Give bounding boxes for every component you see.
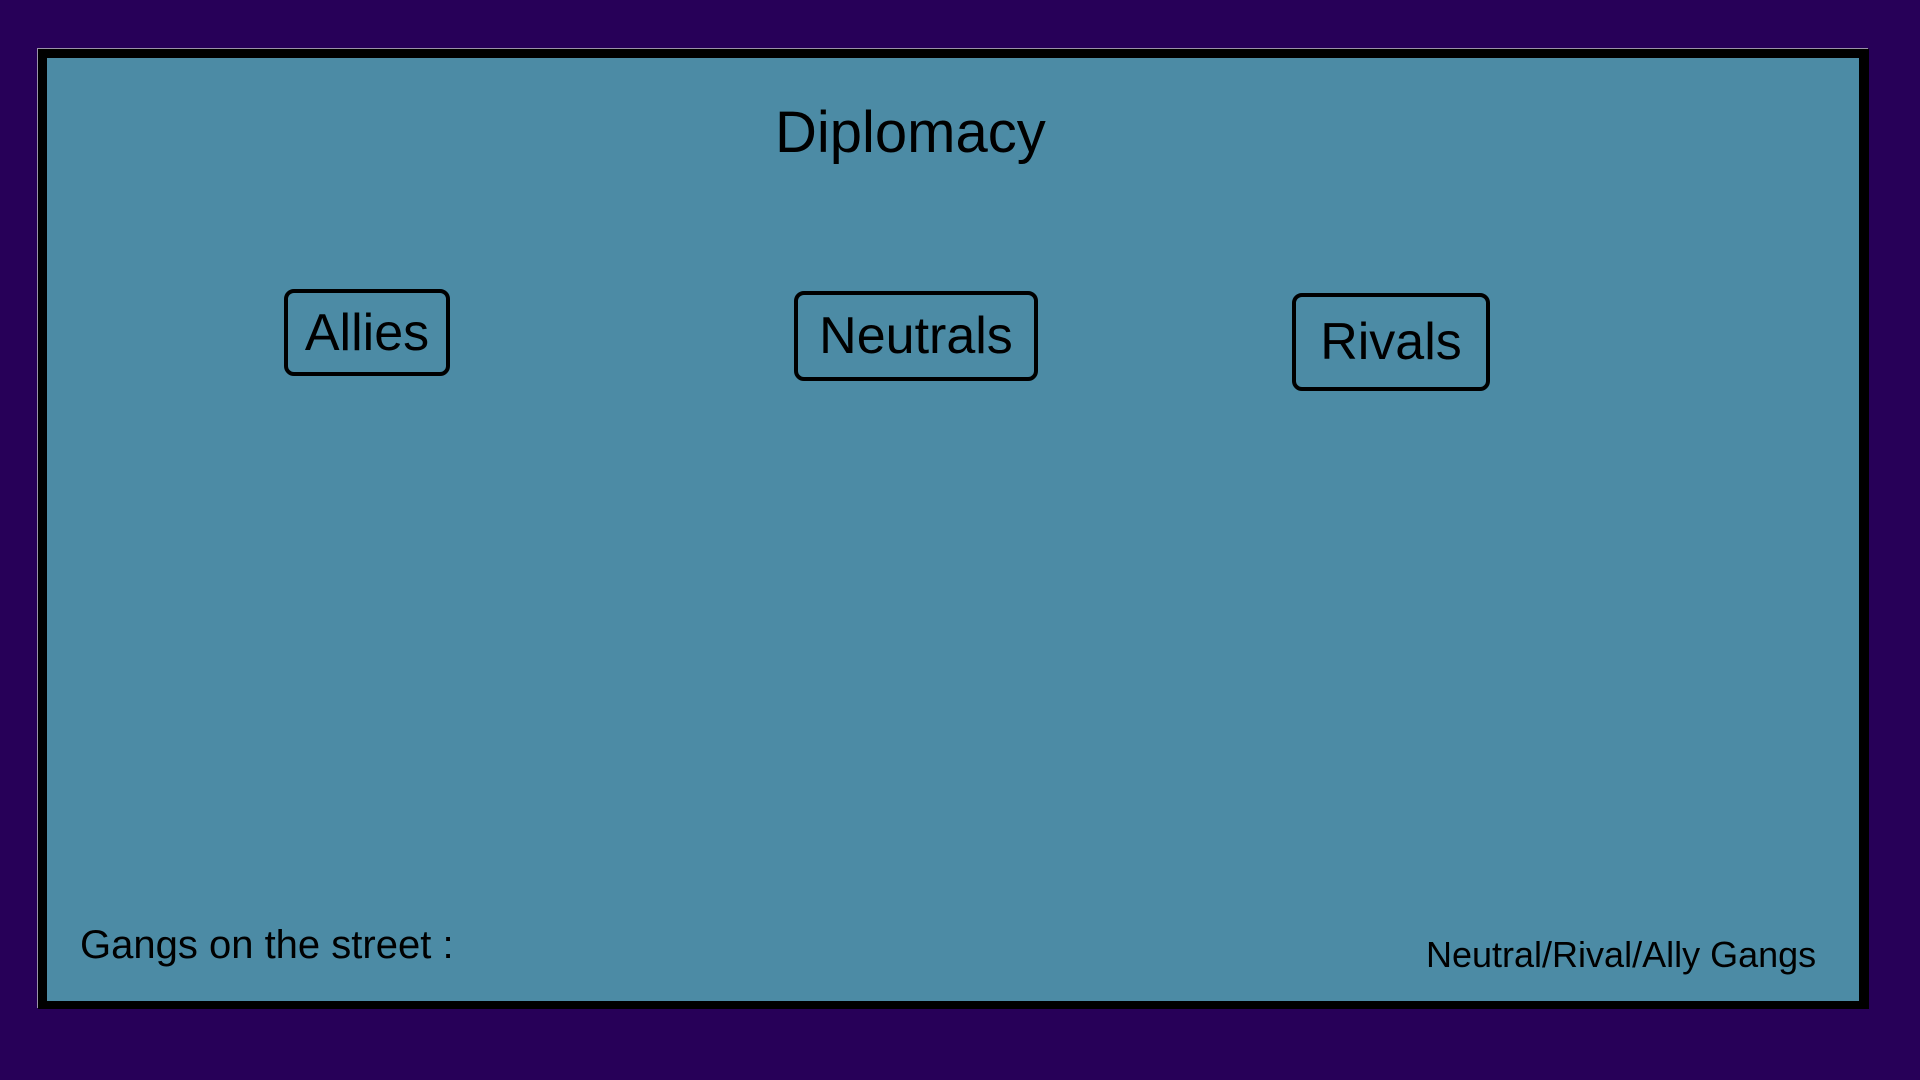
allies-button[interactable]: Allies [284,289,450,376]
diplomacy-panel [38,49,1869,1009]
gangs-on-street-label: Gangs on the street : [80,923,454,967]
gang-types-label: Neutral/Rival/Ally Gangs [1426,934,1817,975]
rivals-button[interactable]: Rivals [1292,293,1490,391]
rivals-label: Rivals [1320,313,1462,371]
neutrals-button[interactable]: Neutrals [794,291,1038,381]
allies-label: Allies [304,303,430,362]
neutrals-label: Neutrals [819,307,1013,365]
page-title: Diplomacy [775,100,1046,165]
